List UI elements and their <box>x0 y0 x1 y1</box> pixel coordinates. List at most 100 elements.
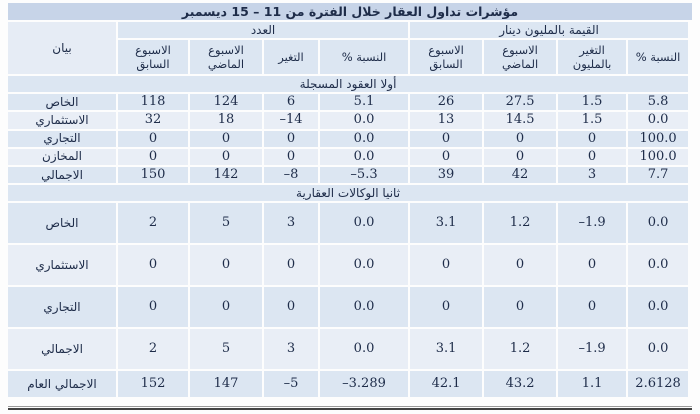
section-banner-real-estate-agencies: ثانيا الوكالات العقارية <box>8 185 689 202</box>
cell: 0 <box>558 245 627 286</box>
cell: 0.0 <box>320 329 409 370</box>
column-header-count-last-week: الاسبوع الماضي <box>190 40 262 74</box>
column-header-count-percent: النسبة % <box>320 40 409 74</box>
cell: 42 <box>484 167 557 184</box>
cell: –3.289 <box>320 371 409 398</box>
row-label: التجاري <box>8 130 116 147</box>
cell: 14.5 <box>484 112 557 129</box>
row-label: الخاص <box>8 94 116 111</box>
cell: 26 <box>410 94 483 111</box>
cell: 0.0 <box>320 245 409 286</box>
cell: 3 <box>558 167 627 184</box>
cell: 3.1 <box>410 329 483 370</box>
cell: 0 <box>264 245 318 286</box>
table-row-total-contracts: الاجمالي 150 142 –8 –5.3 39 42 3 7.7 <box>8 167 689 184</box>
cell: 0 <box>264 130 318 147</box>
cell: 0 <box>410 245 483 286</box>
cell: –1.9 <box>558 203 627 244</box>
cell: 147 <box>190 371 262 398</box>
cell: 5.1 <box>320 94 409 111</box>
cell: 100.0 <box>628 130 689 147</box>
column-header-row: الاسبوع السابق الاسبوع الماضي التغير الن… <box>8 40 689 74</box>
cell: 0 <box>264 148 318 165</box>
cell: 0 <box>558 287 627 328</box>
cell: 0.0 <box>628 245 689 286</box>
cell: 42.1 <box>410 371 483 398</box>
cell: 1.5 <box>558 94 627 111</box>
bottom-rule <box>8 406 692 411</box>
cell: 2 <box>118 329 188 370</box>
cell: 0 <box>118 148 188 165</box>
cell: 6 <box>264 94 318 111</box>
group-header-row: بيان العدد القيمة بالمليون دينار <box>8 22 689 74</box>
section-title: أولا العقود المسجلة <box>8 76 689 92</box>
cell: 1.2 <box>484 329 557 370</box>
cell: 0 <box>264 287 318 328</box>
cell: 0 <box>190 287 262 328</box>
cell: 0 <box>558 148 627 165</box>
cell: 124 <box>190 94 262 111</box>
cell: 0.0 <box>320 287 409 328</box>
cell: 150 <box>118 167 188 184</box>
cell: 0 <box>118 130 188 147</box>
column-header-value-prev-week: الاسبوع السابق <box>410 40 483 74</box>
table-row-investment-agencies: الاستثماري 0 0 0 0.0 0 0 0 0.0 <box>8 245 689 286</box>
row-label: الاستثماري <box>8 245 116 286</box>
cell: 43.2 <box>484 371 557 398</box>
cell: 0 <box>118 287 188 328</box>
cell: 118 <box>118 94 188 111</box>
cell: 0.0 <box>628 329 689 370</box>
table-row-total-agencies: الاجمالي 2 5 3 0.0 3.1 1.2 –1.9 0.0 <box>8 329 689 370</box>
cell: 5 <box>190 203 262 244</box>
cell: 0.0 <box>320 148 409 165</box>
cell: 0 <box>190 245 262 286</box>
cell: 0.0 <box>628 287 689 328</box>
cell: 0 <box>558 130 627 147</box>
row-label: الاجمالي <box>8 329 116 370</box>
cell: –8 <box>264 167 318 184</box>
cell: 0.0 <box>320 130 409 147</box>
cell: 0 <box>484 245 557 286</box>
table-row-warehouses: المخازن 0 0 0 0.0 0 0 0 100.0 <box>8 148 689 165</box>
cell: 3 <box>264 329 318 370</box>
cell: 1.5 <box>558 112 627 129</box>
table-row-private-agencies: الخاص 2 5 3 0.0 3.1 1.2 –1.9 0.0 <box>8 203 689 244</box>
cell: 0.0 <box>628 203 689 244</box>
cell: 2.6128 <box>628 371 689 398</box>
row-label: المخازن <box>8 148 116 165</box>
column-header-count-prev-week: الاسبوع السابق <box>118 40 188 74</box>
cell: 3.1 <box>410 203 483 244</box>
group-header-value-million-dinar: القيمة بالمليون دينار <box>410 22 689 38</box>
cell: 0 <box>190 148 262 165</box>
row-label: الاجمالي <box>8 167 116 184</box>
column-header-value-percent: النسبة % <box>628 40 689 74</box>
cell: –14 <box>264 112 318 129</box>
cell: 39 <box>410 167 483 184</box>
cell: 0 <box>410 148 483 165</box>
statement-column-header: بيان <box>8 22 116 74</box>
cell: 2 <box>118 203 188 244</box>
indicators-table: بيان العدد القيمة بالمليون دينار الاسبوع… <box>6 20 690 399</box>
cell: –1.9 <box>558 329 627 370</box>
cell: 0 <box>484 130 557 147</box>
cell: 152 <box>118 371 188 398</box>
cell: 3 <box>264 203 318 244</box>
column-header-value-change: التغير بالمليون <box>558 40 627 74</box>
column-header-value-last-week: الاسبوع الماضي <box>484 40 557 74</box>
cell: 0 <box>118 245 188 286</box>
table-row-commercial: التجاري 0 0 0 0.0 0 0 0 100.0 <box>8 130 689 147</box>
row-label: الاستثماري <box>8 112 116 129</box>
cell: 13 <box>410 112 483 129</box>
cell: 0 <box>190 130 262 147</box>
cell: –5 <box>264 371 318 398</box>
column-header-count-change: التغير <box>264 40 318 74</box>
cell: 1.2 <box>484 203 557 244</box>
cell: 32 <box>118 112 188 129</box>
table-row-investment: الاستثماري 32 18 –14 0.0 13 14.5 1.5 0.0 <box>8 112 689 129</box>
cell: 0 <box>484 287 557 328</box>
cell: 7.7 <box>628 167 689 184</box>
cell: 0.0 <box>628 112 689 129</box>
section-banner-registered-contracts: أولا العقود المسجلة <box>8 76 689 92</box>
cell: 0.0 <box>320 203 409 244</box>
